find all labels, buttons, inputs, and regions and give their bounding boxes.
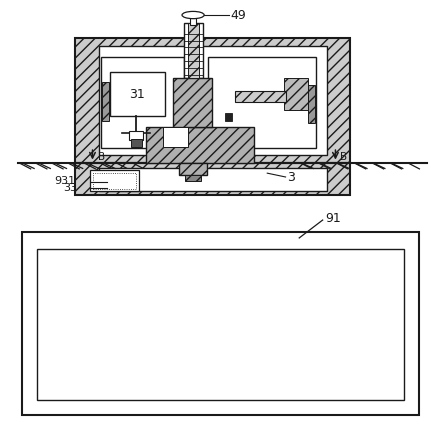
Bar: [93, 173, 137, 188]
Bar: [101, 57, 184, 148]
Bar: [76, 38, 350, 163]
Text: 3: 3: [287, 171, 295, 184]
Text: B: B: [98, 152, 105, 163]
Text: 91: 91: [325, 212, 340, 225]
Bar: [76, 163, 350, 195]
Bar: [99, 46, 327, 155]
Bar: [179, 163, 207, 175]
Text: 33: 33: [64, 183, 77, 193]
Bar: [109, 72, 165, 116]
Text: 31: 31: [129, 88, 145, 101]
Bar: [129, 131, 143, 140]
Bar: [90, 170, 139, 190]
Bar: [163, 127, 188, 147]
Text: 49: 49: [230, 9, 246, 21]
Bar: [185, 175, 201, 181]
Bar: [22, 232, 419, 415]
Ellipse shape: [182, 12, 204, 18]
Bar: [174, 78, 212, 127]
Bar: [308, 85, 315, 123]
Bar: [284, 78, 308, 110]
Bar: [99, 168, 327, 191]
Bar: [190, 15, 196, 25]
Bar: [37, 248, 404, 400]
Bar: [187, 23, 199, 78]
Bar: [235, 91, 287, 102]
Bar: [207, 57, 316, 148]
Text: 931: 931: [54, 176, 76, 186]
Bar: [184, 23, 203, 78]
Bar: [102, 82, 109, 121]
Bar: [131, 139, 142, 147]
Text: B: B: [340, 152, 347, 163]
Bar: [225, 113, 232, 121]
Polygon shape: [146, 127, 255, 163]
